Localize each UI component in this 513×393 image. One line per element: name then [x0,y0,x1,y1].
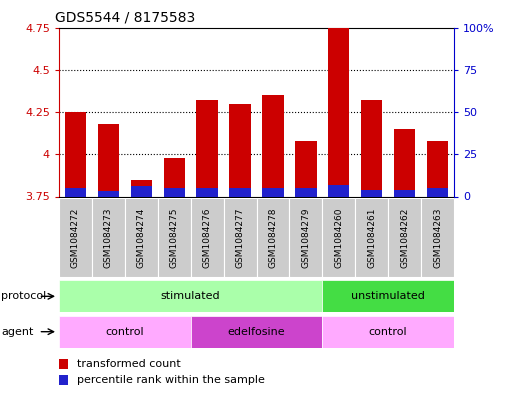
Bar [196,100,218,196]
Bar [262,188,284,196]
Bar [361,100,382,196]
Bar [355,198,388,277]
Text: GDS5544 / 8175583: GDS5544 / 8175583 [55,11,195,25]
Text: GSM1084279: GSM1084279 [301,208,310,268]
Bar [427,141,448,196]
Bar [97,191,119,196]
Bar [158,198,191,277]
Bar [322,198,355,277]
Text: GSM1084263: GSM1084263 [433,208,442,268]
Bar [59,280,322,312]
Bar [224,198,256,277]
Bar [295,141,317,196]
Bar [59,375,68,385]
Text: GSM1084260: GSM1084260 [334,208,343,268]
Text: GSM1084276: GSM1084276 [203,208,212,268]
Text: control: control [106,327,144,337]
Bar [164,188,185,196]
Bar [328,28,349,196]
Bar [59,359,68,369]
Text: GSM1084272: GSM1084272 [71,208,80,268]
Bar [59,198,92,277]
Bar [427,188,448,196]
Bar [131,180,152,196]
Bar [262,95,284,196]
Bar [322,316,454,348]
Bar [191,198,224,277]
Bar [421,198,454,277]
Bar [256,198,289,277]
Bar [164,158,185,196]
Text: protocol: protocol [1,291,46,301]
Text: GSM1084273: GSM1084273 [104,208,113,268]
Bar [289,198,322,277]
Text: GSM1084274: GSM1084274 [137,208,146,268]
Bar [65,188,86,196]
Text: GSM1084278: GSM1084278 [268,208,278,268]
Bar [229,188,251,196]
Bar [328,185,349,196]
Bar [295,188,317,196]
Bar [125,198,158,277]
Text: control: control [369,327,407,337]
Bar [388,198,421,277]
Text: edelfosine: edelfosine [228,327,285,337]
Bar [97,124,119,196]
Bar [361,190,382,196]
Bar [196,188,218,196]
Text: unstimulated: unstimulated [351,291,425,301]
Text: GSM1084277: GSM1084277 [235,208,245,268]
Bar [191,316,322,348]
Text: GSM1084261: GSM1084261 [367,208,376,268]
Text: GSM1084262: GSM1084262 [400,208,409,268]
Text: agent: agent [1,327,33,337]
Text: stimulated: stimulated [161,291,221,301]
Bar [65,112,86,196]
Bar [229,104,251,196]
Bar [59,316,191,348]
Text: percentile rank within the sample: percentile rank within the sample [77,375,265,385]
Text: transformed count: transformed count [77,358,181,369]
Bar [92,198,125,277]
Bar [394,190,416,196]
Bar [131,186,152,196]
Bar [394,129,416,196]
Text: GSM1084275: GSM1084275 [170,208,179,268]
Bar [322,280,454,312]
